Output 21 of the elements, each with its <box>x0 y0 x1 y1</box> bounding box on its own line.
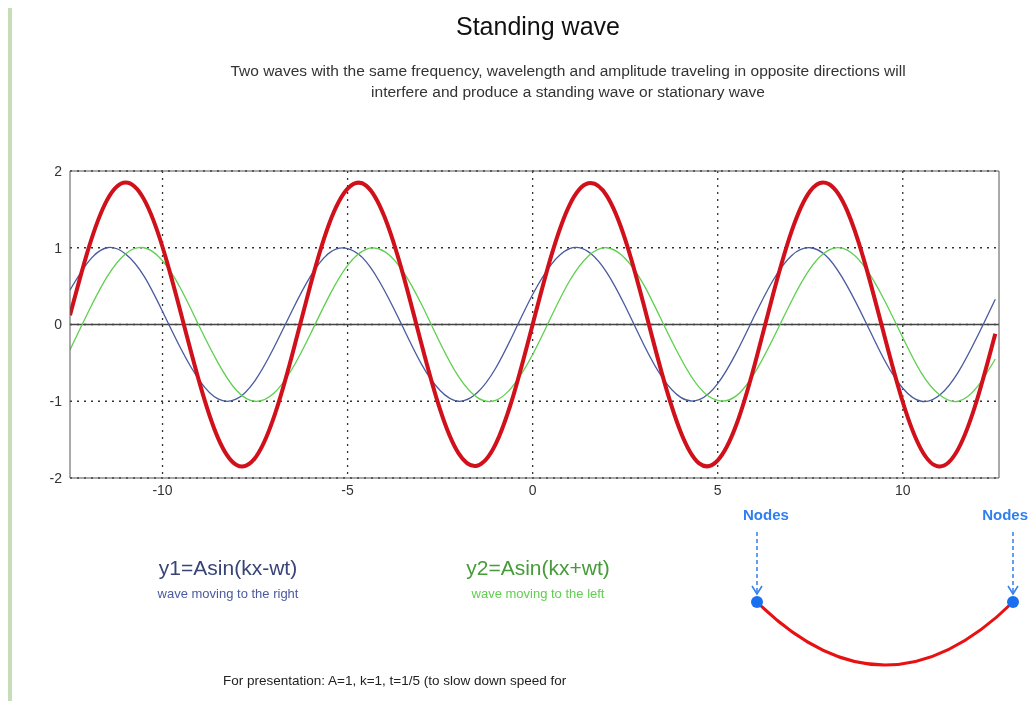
text: wave moving to the right <box>156 586 300 601</box>
text: Nodes <box>743 506 789 523</box>
y-tick-label: 1 <box>54 239 63 256</box>
text: Nodes <box>982 506 1028 523</box>
x-tick-label: 5 <box>713 481 722 498</box>
x-tick-label: 10 <box>894 481 911 498</box>
chart-title: Standing wave <box>455 12 621 41</box>
y-tick-label: -2 <box>49 469 63 486</box>
x-tick-label: 0 <box>528 481 537 498</box>
y-tick-label: -1 <box>49 393 63 410</box>
x-tick-label: -5 <box>341 481 355 498</box>
text: For presentation: A=1, k=1, t=1/5 (to slow down speed for <box>223 672 567 690</box>
y-tick-label: 0 <box>54 316 63 333</box>
text: wave moving to the left <box>470 586 606 601</box>
text: y1=Asin(kx-wt) <box>157 556 299 580</box>
line-series <box>70 180 998 469</box>
y-tick-label: 2 <box>54 162 63 179</box>
x-tick-label: -10 <box>152 481 173 498</box>
text: y2=Asin(kx+wt) <box>465 556 611 580</box>
line-series <box>70 247 996 402</box>
chart-subtitle: Two waves with the same frequency, wavelength and amplitude traveling in opposite directions will interfere and produce a standing wave or stationary wave <box>229 61 907 102</box>
